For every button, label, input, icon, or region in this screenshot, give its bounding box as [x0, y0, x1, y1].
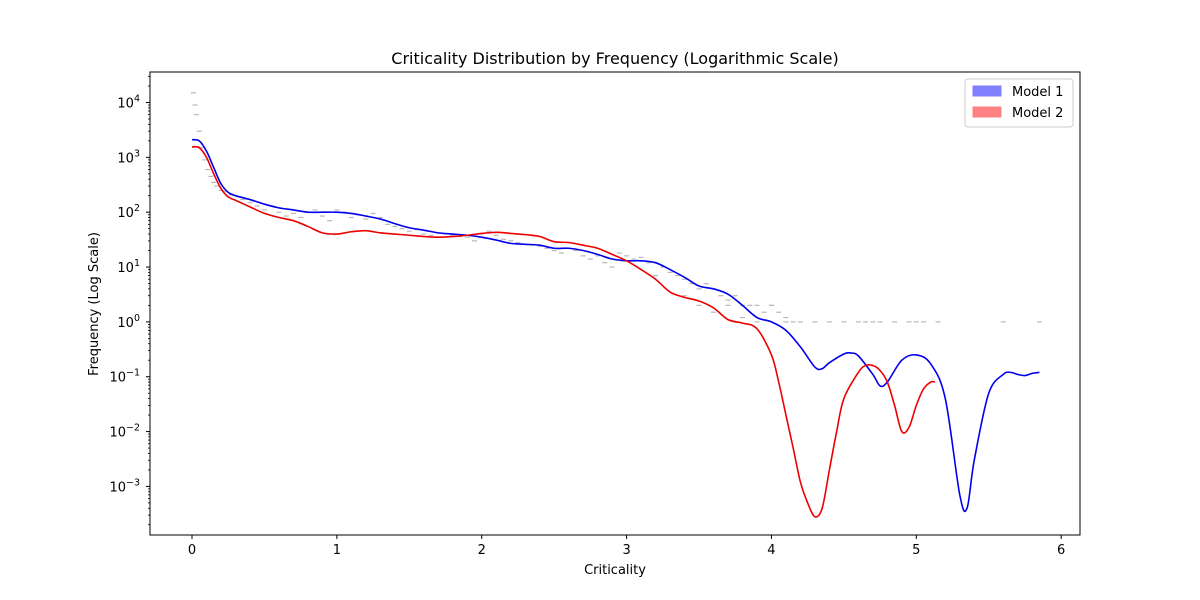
x-tick-label: 5	[912, 543, 920, 558]
plot-frame	[149, 71, 1081, 536]
legend-label: Model 2	[1012, 106, 1063, 121]
legend-swatch	[972, 106, 1002, 118]
x-tick-label: 6	[1057, 543, 1065, 558]
y-axis: 10−3 10−2 10−1 100 101 102 103 104	[109, 75, 150, 526]
x-tick-label: 2	[478, 543, 486, 558]
legend: Model 1 Model 2	[964, 78, 1074, 128]
x-axis: 0 1 2 3 4 5 6	[188, 535, 1065, 558]
legend-label: Model 1	[1012, 85, 1063, 100]
y-tick-label: 103	[117, 148, 140, 166]
series-line-2	[191, 145, 936, 518]
y-tick-label: 100	[117, 313, 140, 331]
y-axis-title: Frequency (Log Scale)	[87, 232, 102, 376]
y-tick-label: 104	[117, 94, 140, 112]
x-axis-title: Criticality	[584, 563, 646, 578]
y-tick-label: 10−2	[109, 423, 140, 441]
chart-title: Criticality Distribution by Frequency (L…	[391, 49, 838, 68]
y-tick-label: 10−3	[109, 477, 140, 495]
plot-area	[149, 71, 1081, 536]
series-line-1	[191, 138, 1040, 513]
legend-swatch	[972, 85, 1002, 97]
y-tick-label: 101	[117, 258, 140, 276]
x-tick-label: 3	[622, 543, 630, 558]
x-tick-label: 0	[188, 543, 196, 558]
x-tick-label: 4	[767, 543, 775, 558]
x-tick-label: 1	[333, 543, 341, 558]
series-layer	[190, 92, 1042, 518]
y-tick-label: 102	[117, 203, 140, 221]
y-tick-label: 10−1	[109, 368, 140, 386]
